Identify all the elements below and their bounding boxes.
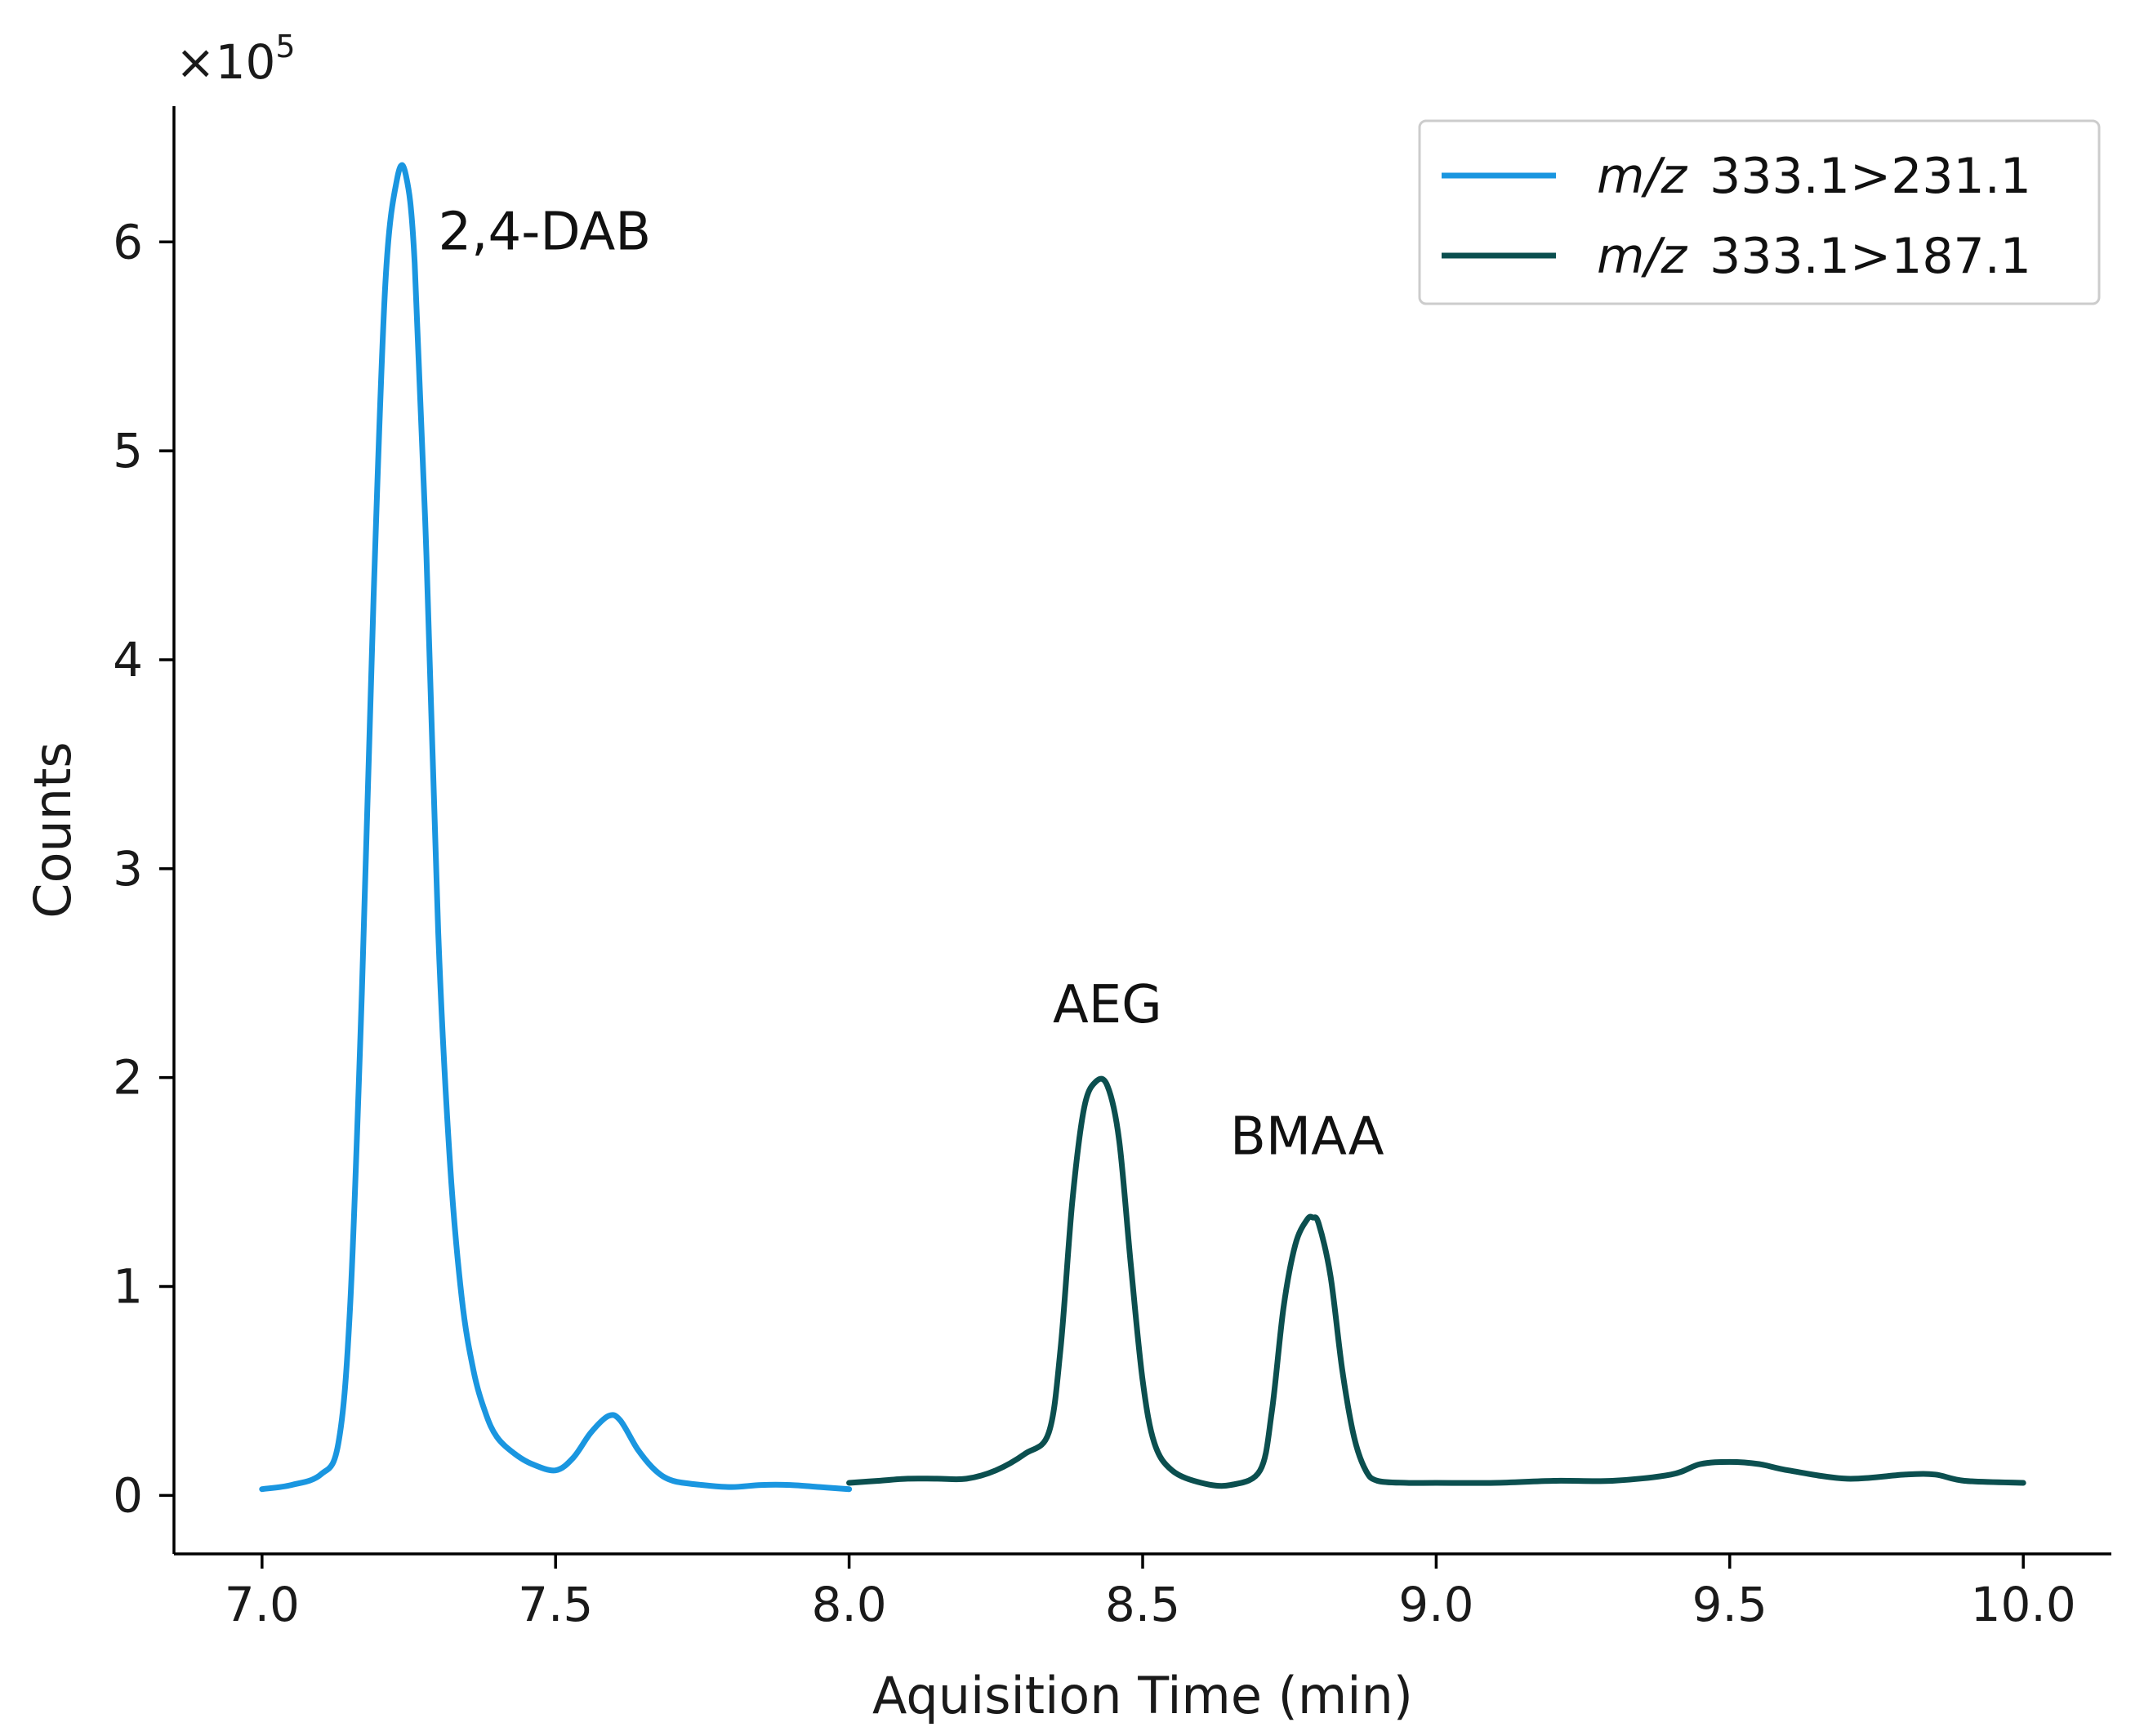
x-tick-label: 10.0 — [1971, 1577, 2076, 1632]
legend: m/z 333.1>231.1 m/z 333.1>187.1 — [1418, 119, 2101, 305]
y-tick-label: 0 — [113, 1467, 143, 1523]
y-tick-label: 1 — [113, 1259, 143, 1315]
legend-label-187-italic: m/z — [1597, 228, 1688, 285]
x-tick-label: 7.0 — [225, 1577, 300, 1632]
y-tick-label: 6 — [113, 214, 143, 269]
y-tick-label: 2 — [113, 1050, 143, 1106]
x-ticks: 7.0 7.5 8.0 8.5 9.0 9.5 10.0 — [225, 1554, 2076, 1632]
y-ticks: 0 1 2 3 4 5 6 — [113, 214, 174, 1523]
legend-label-231-rest: 333.1>231.1 — [1709, 148, 2031, 205]
peak-label: 2,4-DAB — [438, 203, 651, 263]
y-scale-base: ×10 — [176, 34, 275, 90]
legend-label-231-italic: m/z — [1597, 148, 1688, 205]
legend-label-231: m/z 333.1>231.1 — [1597, 148, 2031, 205]
series-lines — [259, 162, 2026, 1493]
x-tick-label: 7.5 — [518, 1577, 593, 1632]
y-scale-exponent: 5 — [275, 29, 295, 65]
y-tick-label: 4 — [113, 632, 143, 688]
series-line-1 — [846, 1075, 2026, 1489]
legend-box — [1418, 119, 2101, 305]
peak-annotations: 2,4-DAB AEG BMAA — [438, 203, 1384, 1168]
peak-label: BMAA — [1230, 1106, 1384, 1167]
x-tick-label: 8.0 — [811, 1577, 886, 1632]
legend-label-187: m/z 333.1>187.1 — [1597, 228, 2031, 285]
y-scale-multiplier: ×105 — [176, 29, 296, 90]
y-axis-title: Counts — [23, 741, 82, 918]
x-tick-label: 8.5 — [1105, 1577, 1180, 1632]
x-tick-label: 9.0 — [1398, 1577, 1473, 1632]
y-tick-label: 3 — [113, 841, 143, 897]
peak-label: AEG — [1053, 975, 1162, 1035]
x-tick-label: 9.5 — [1692, 1577, 1767, 1632]
series-line-0 — [259, 162, 853, 1493]
x-axis-title: Aquisition Time (min) — [872, 1666, 1413, 1725]
legend-label-187-rest: 333.1>187.1 — [1709, 228, 2031, 285]
y-tick-label: 5 — [113, 423, 143, 479]
